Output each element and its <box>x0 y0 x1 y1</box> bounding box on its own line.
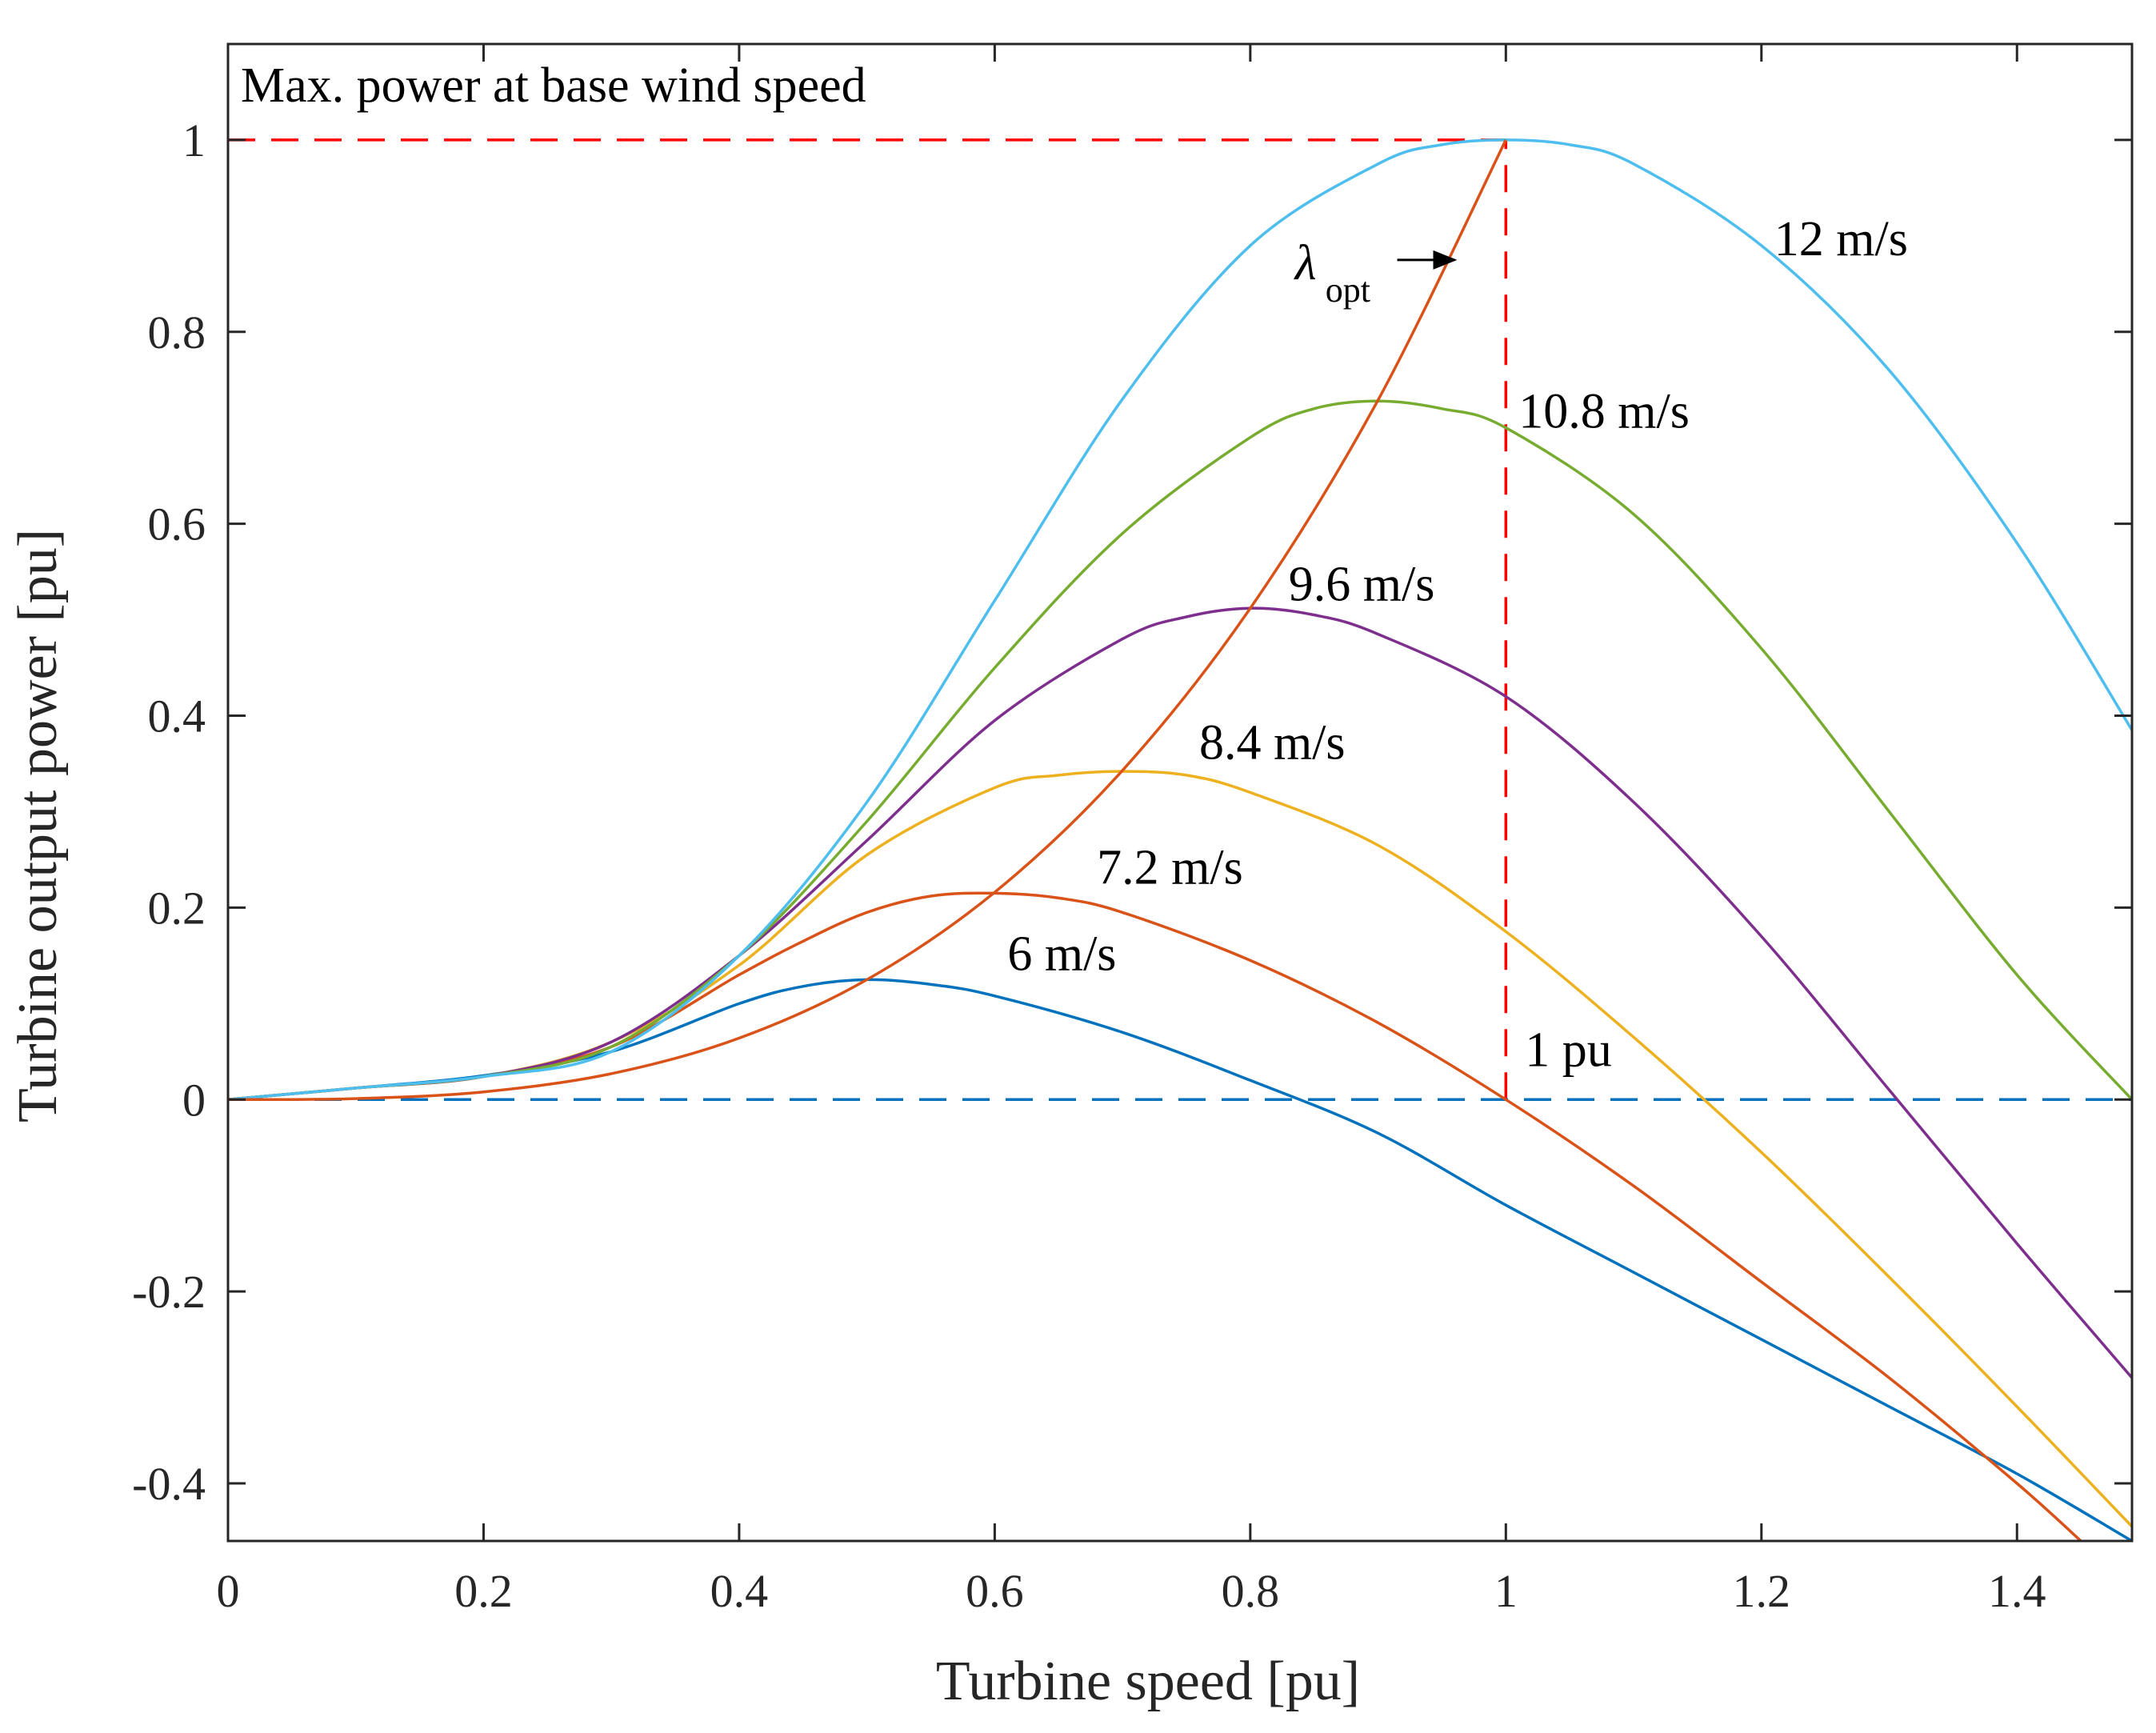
x-tick-label: 0.8 <box>1222 1565 1280 1617</box>
x-tick-label: 1.4 <box>1988 1565 2046 1617</box>
series-label-6-m-s: 6 m/s <box>1007 927 1116 981</box>
y-tick-label: -0.4 <box>132 1458 206 1510</box>
x-tick-label: 0.2 <box>454 1565 513 1617</box>
y-axis-ticks: -0.4 -0.2 0 0.2 0.4 0.6 0.8 1 <box>132 114 2132 1510</box>
series-label-7-2-m-s: 7.2 m/s <box>1097 840 1243 895</box>
y-tick-label: 0.2 <box>148 882 206 934</box>
plot-lines <box>228 138 2132 1541</box>
plot-annotations: 6 m/s 7.2 m/s 8.4 m/s 9.6 m/s 10.8 m/s 12 m/s… <box>241 58 1908 1077</box>
axes-frame <box>226 42 2134 1543</box>
series-label-8-4-m-s: 8.4 m/s <box>1199 716 1346 770</box>
axes-box <box>226 42 2134 1543</box>
y-axis-label: Turbine output power [pu] <box>7 529 69 1123</box>
x-tick-label: 1 <box>1494 1565 1518 1617</box>
series-label-9-6-m-s: 9.6 m/s <box>1289 558 1435 612</box>
series-line-12-m-s <box>228 138 2132 1102</box>
annotation-lambda-symbol: λ <box>1294 236 1317 290</box>
x-tick-label: 0 <box>217 1565 240 1617</box>
series-line-9-6-m-s <box>228 606 2132 1379</box>
x-tick-label: 1.2 <box>1733 1565 1791 1617</box>
y-tick-label: 0 <box>182 1074 206 1126</box>
series-label-12-m-s: 12 m/s <box>1774 212 1908 266</box>
y-tick-label: -0.2 <box>132 1266 206 1318</box>
series-line-optimum <box>228 139 1507 1102</box>
series-label-10-8-m-s: 10.8 m/s <box>1518 385 1690 439</box>
y-tick-label: 1 <box>182 114 206 166</box>
x-tick-label: 0.4 <box>710 1565 769 1617</box>
y-tick-label: 0.4 <box>148 690 206 742</box>
annotation-one-pu: 1 pu <box>1525 1023 1612 1077</box>
y-tick-label: 0.8 <box>148 306 206 358</box>
x-tick-label: 0.6 <box>966 1565 1024 1617</box>
series-line-10-8-m-s <box>228 399 2132 1102</box>
x-axis-label: Turbine speed [pu] <box>936 1651 1360 1712</box>
y-tick-label: 0.6 <box>148 498 206 550</box>
annotation-lambda-subscript: opt <box>1326 270 1370 310</box>
x-axis-ticks: 0 0.2 0.4 0.6 0.8 1 1.2 1.4 <box>217 44 2046 1617</box>
annotation-max-power: Max. power at base wind speed <box>241 58 866 113</box>
